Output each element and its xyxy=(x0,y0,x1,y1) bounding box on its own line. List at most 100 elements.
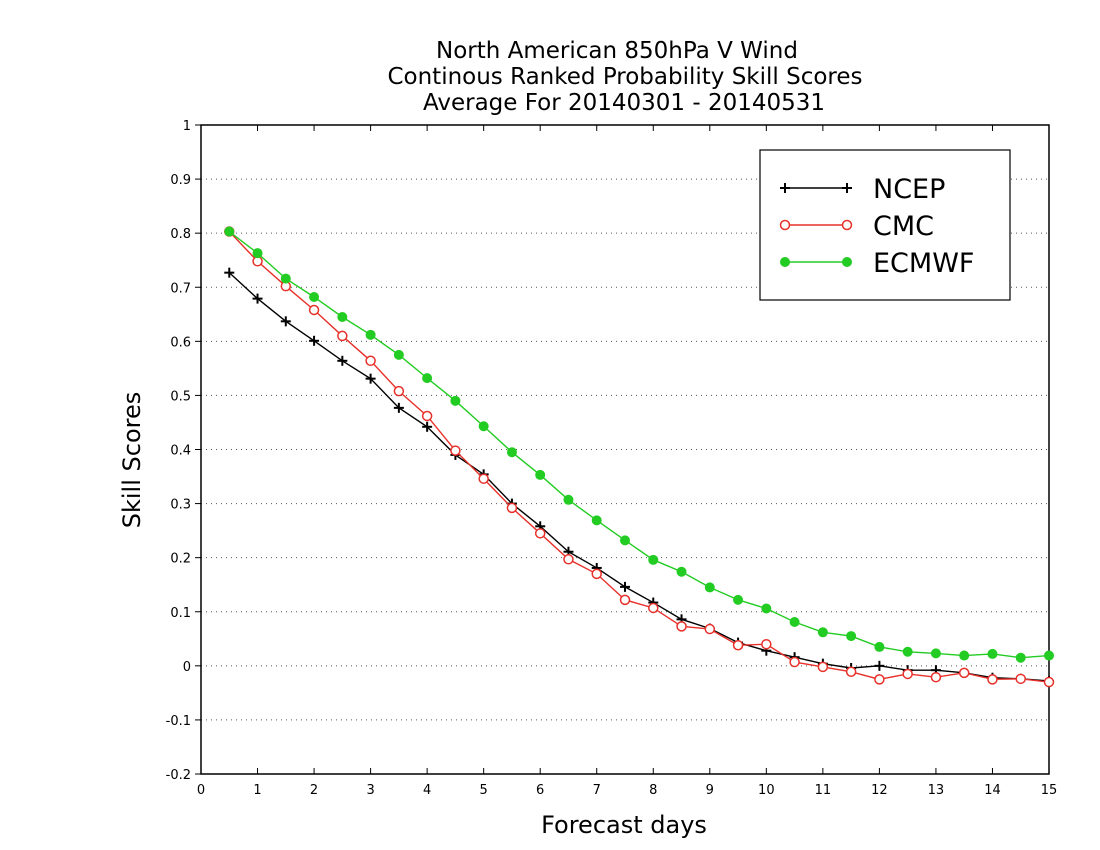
y-tick-label: 0.5 xyxy=(170,389,191,404)
chart-title-line-1: North American 850hPa V Wind xyxy=(436,38,798,64)
data-point-cmc xyxy=(1015,673,1026,685)
data-point-cmc xyxy=(421,410,433,422)
data-point-ecmwf xyxy=(817,627,828,638)
data-point-ecmwf xyxy=(337,311,348,322)
x-tick-label: 12 xyxy=(871,783,888,798)
data-point-ecmwf xyxy=(846,631,857,642)
x-axis-label: Forecast days xyxy=(541,811,707,839)
data-point-cmc xyxy=(648,602,659,614)
data-point-ecmwf xyxy=(563,494,574,505)
series-ecmwf xyxy=(224,226,1054,663)
y-tick-label: 0.3 xyxy=(170,498,191,513)
legend-entries: NCEP CMC ECMWF xyxy=(779,174,974,279)
x-tick-label: 6 xyxy=(536,783,544,798)
legend-marker-cmc xyxy=(841,219,853,231)
data-point-cmc xyxy=(478,473,489,484)
x-tick-label: 11 xyxy=(815,783,832,798)
data-point-ncep xyxy=(365,373,376,384)
x-tick-label: 8 xyxy=(649,783,657,798)
data-point-ecmwf xyxy=(478,421,489,432)
data-point-cmc xyxy=(591,568,602,580)
legend-item-ncep: NCEP xyxy=(780,174,945,205)
data-point-ncep xyxy=(224,267,235,278)
x-tick-label: 1 xyxy=(253,783,261,798)
data-point-cmc xyxy=(563,554,574,565)
data-point-ncep xyxy=(393,402,404,413)
y-tick-label: 0.1 xyxy=(170,606,191,621)
x-tick-label: 0 xyxy=(197,783,205,798)
data-point-cmc xyxy=(902,668,913,680)
chart-title-line-2: Continous Ranked Probability Skill Score… xyxy=(387,64,862,90)
data-point-cmc xyxy=(874,674,885,685)
data-point-ncep xyxy=(337,355,348,366)
x-tick-label: 3 xyxy=(366,783,374,798)
data-point-ecmwf xyxy=(987,648,998,659)
y-tick-label: 0.4 xyxy=(170,444,191,459)
y-tick-label: 0 xyxy=(183,660,191,675)
data-point-cmc xyxy=(761,638,772,650)
y-axis-ticks: -0.2 -0.1 0 0.1 0.2 0.3 0.4 0.5 0.6 0.7 0.8 0.9 1 xyxy=(166,119,201,783)
legend-marker-ecmwf xyxy=(780,257,790,267)
legend: NCEP CMC ECMWF xyxy=(759,149,1011,301)
legend-item-ecmwf: ECMWF xyxy=(780,248,974,279)
data-point-ecmwf xyxy=(676,566,687,577)
series-line-ncep xyxy=(228,272,1050,682)
data-point-ecmwf xyxy=(309,291,320,302)
data-point-ecmwf xyxy=(1044,650,1054,661)
data-point-ecmwf xyxy=(1015,652,1026,663)
data-point-cmc xyxy=(337,330,348,342)
legend-marker-cmc xyxy=(779,219,791,231)
data-point-ecmwf xyxy=(224,226,235,237)
y-tick-label: 0.2 xyxy=(170,552,191,567)
data-point-ncep xyxy=(252,293,263,304)
y-tick-label: -0.1 xyxy=(166,714,191,729)
data-point-cmc xyxy=(534,528,546,539)
data-point-cmc xyxy=(930,671,942,683)
data-point-ecmwf xyxy=(591,515,602,526)
data-point-ecmwf xyxy=(535,469,546,480)
data-point-ecmwf xyxy=(874,641,885,652)
y-tick-label: 0.6 xyxy=(170,335,191,350)
data-point-ecmwf xyxy=(280,273,291,284)
y-tick-label: 1 xyxy=(183,119,191,134)
data-point-ncep xyxy=(620,581,630,592)
x-tick-label: 4 xyxy=(423,783,431,798)
y-tick-label: 0.7 xyxy=(170,281,191,296)
data-point-cmc xyxy=(393,385,405,397)
data-point-cmc xyxy=(450,445,461,456)
data-point-ecmwf xyxy=(365,329,376,340)
x-tick-label: 2 xyxy=(310,783,318,798)
legend-marker-ecmwf xyxy=(842,257,852,267)
data-point-cmc xyxy=(789,656,800,668)
data-point-ecmwf xyxy=(789,617,800,628)
data-point-cmc xyxy=(308,304,320,316)
data-point-cmc xyxy=(817,661,829,673)
data-point-ecmwf xyxy=(252,248,263,259)
x-tick-label: 15 xyxy=(1041,783,1058,798)
legend-marker-ncep xyxy=(842,183,852,193)
data-point-ecmwf xyxy=(620,535,630,546)
data-point-cmc xyxy=(704,623,716,635)
data-point-ncep xyxy=(422,421,433,432)
legend-marker-ncep xyxy=(780,183,790,193)
data-point-ecmwf xyxy=(422,373,433,384)
legend-label-ncep: NCEP xyxy=(873,174,945,205)
legend-label-ecmwf: ECMWF xyxy=(873,248,974,279)
data-point-cmc xyxy=(506,502,518,514)
x-tick-label: 10 xyxy=(758,783,775,798)
data-point-ecmwf xyxy=(761,603,772,614)
data-point-cmc xyxy=(676,621,687,632)
series-ncep xyxy=(224,267,1054,686)
data-point-cmc xyxy=(619,594,631,606)
data-point-ecmwf xyxy=(506,447,517,458)
y-tick-label: 0.9 xyxy=(170,173,191,188)
y-tick-label: 0.8 xyxy=(170,227,191,242)
x-tick-label: 14 xyxy=(984,783,1001,798)
y-axis-label: Skill Scores xyxy=(118,392,146,529)
data-point-ncep xyxy=(874,660,885,671)
data-point-ecmwf xyxy=(959,650,970,661)
data-point-cmc xyxy=(1043,676,1055,688)
x-tick-label: 9 xyxy=(706,783,714,798)
x-tick-label: 5 xyxy=(480,783,488,798)
